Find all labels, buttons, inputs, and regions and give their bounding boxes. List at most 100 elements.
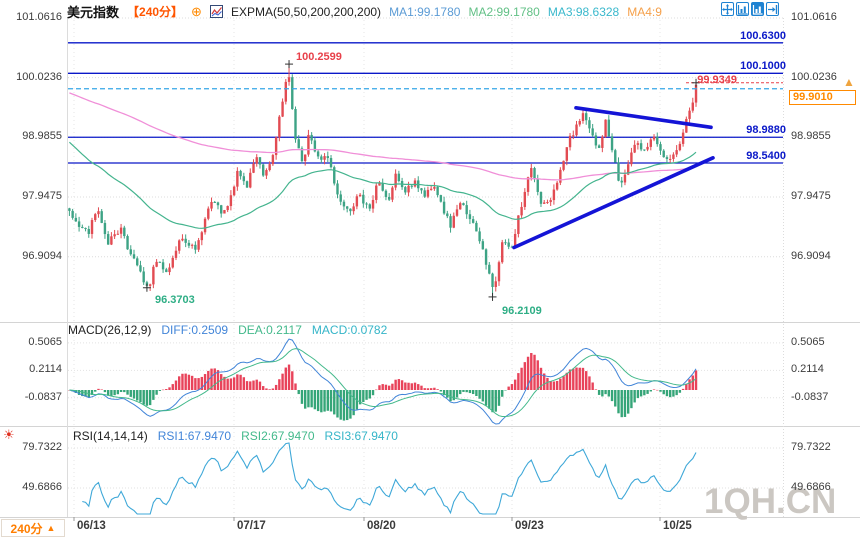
candle-body [549,200,552,203]
timeframe-label: 【240分】 [127,5,184,19]
macd-bar [294,383,297,390]
macd-bar [249,381,252,390]
period-selector[interactable]: 240分 ▲ [1,519,65,537]
candle-body [597,145,601,148]
rsi-title: RSI(14,14,14) [73,429,148,443]
macd-bar [110,390,113,396]
candle-body [223,210,226,214]
macd-bar [449,390,452,402]
macd-bar [287,364,291,390]
add-indicator-icon[interactable]: ⊕ [191,4,202,19]
candle-body [168,267,171,273]
candle-body [239,170,242,177]
indicator-name: EXPMA(50,50,200,200,200) [230,4,382,19]
candle-body [213,201,216,203]
candle-body [546,202,549,204]
macd-bar [345,390,349,421]
candle-body [252,163,255,173]
macd-bar [672,390,675,397]
candle-body [652,136,656,140]
fit-vertical-icon[interactable] [736,2,749,16]
candle-body [607,119,611,137]
macd-bar [281,373,284,390]
macd-bar [417,384,420,390]
candle-body [536,179,539,192]
macd-bar [407,382,410,390]
candle-body [617,162,620,181]
macd-bar [455,390,459,398]
exit-right-icon[interactable] [766,2,779,16]
candle-body [375,185,378,200]
candle-body [345,206,349,209]
chart-toolbar [721,2,779,16]
candle-body [659,144,662,151]
candle-body [681,132,685,144]
price-axis-label-left: 100.0236 [16,70,62,83]
ma1-value: MA1:99.1780 [389,4,461,19]
macd-dea-value: DEA:0.2117 [238,323,302,337]
macd-bar [123,390,126,393]
macd-bar [158,390,162,391]
candle-body [220,205,223,214]
macd-bar [513,379,517,390]
macd-bar [410,383,413,390]
macd-bar [171,384,174,390]
candle-body [478,231,481,242]
chart-type-icon[interactable] [209,5,223,18]
candle-body [362,194,365,204]
indicator-settings-icon[interactable]: ☀ [3,427,15,442]
candle-body [307,134,310,155]
candle-body [665,157,669,159]
candle-body [462,203,465,206]
low-annotation-label: 96.2109 [502,305,542,317]
fit-horizontal-icon[interactable] [751,2,764,16]
macd-bar [610,390,614,402]
macd-bar [242,377,246,390]
indicator-line [69,348,697,417]
candle-body [559,169,562,183]
macd-bar [420,385,423,390]
macd-bar [223,376,226,390]
candle-body [436,187,439,196]
candle-body [100,211,103,223]
macd-bar [187,374,191,390]
candle-body [155,261,158,267]
macd-bar [129,390,132,397]
macd-bar [336,390,339,418]
candle-body [626,164,630,175]
macd-bar [316,390,320,412]
candle-body [439,195,443,202]
macd-bar [678,390,682,393]
pan-icon[interactable] [721,2,734,16]
candle-body [371,199,375,209]
candle-body [365,203,368,205]
rsi3-value: RSI3:67.9470 [324,429,398,443]
macd-bar [200,376,204,390]
macd-bar [597,390,601,395]
macd-bar [194,378,197,390]
price-axis-label-left: 96.9094 [22,249,62,262]
macd-bar [446,390,449,398]
macd-bar [268,389,271,390]
candle-body [378,183,381,186]
macd-axis-label-right: 0.2114 [791,363,824,376]
macd-bar [630,390,633,409]
last-price-box[interactable]: 99.9010 [789,90,856,105]
macd-bar [668,390,672,398]
candle-body [129,249,132,255]
macd-bar [555,380,559,390]
macd-bar [342,390,346,421]
macd-bar [220,374,223,390]
candle-body [429,188,433,190]
macd-diff-value: DIFF:0.2509 [161,323,229,337]
candle-body [152,266,155,285]
candle-body [278,116,281,138]
macd-bar [478,390,481,399]
macd-bar [546,377,549,390]
macd-bar [468,390,472,394]
price-axis-label-left: 97.9475 [22,190,62,203]
macd-bar [526,356,530,390]
price-axis-label-left: 98.9855 [22,130,62,143]
macd-bar [258,381,262,390]
